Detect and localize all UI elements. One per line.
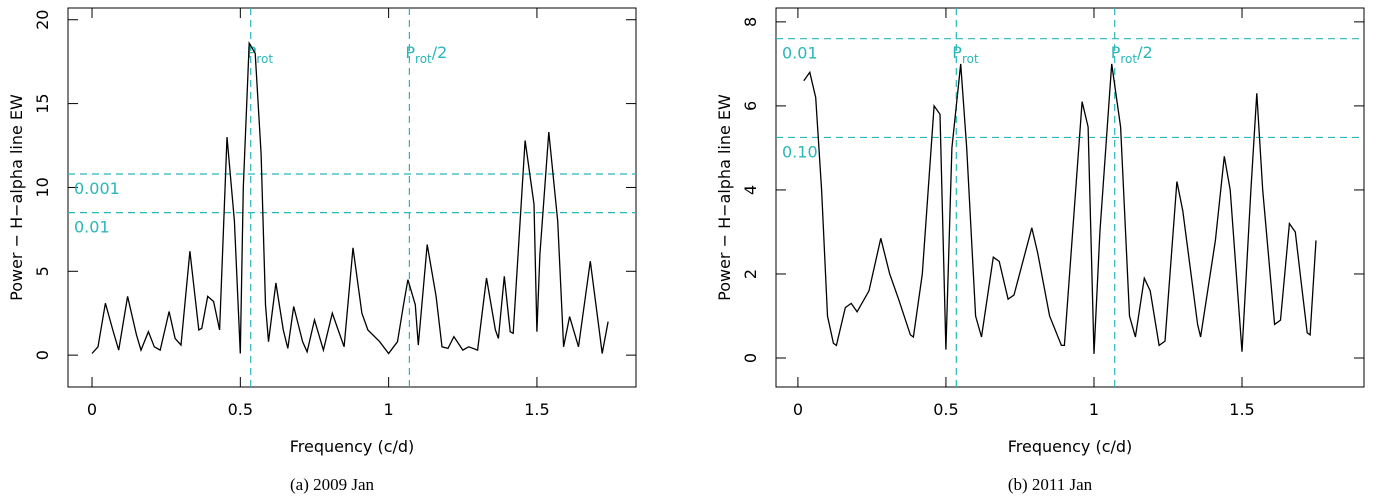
period-suffix: /2 bbox=[1137, 43, 1153, 62]
plot-frame bbox=[67, 7, 637, 388]
periodogram-line bbox=[91, 40, 609, 355]
y-tick-label: 0 bbox=[741, 353, 760, 363]
x-tick-label: 1.5 bbox=[1229, 400, 1254, 419]
period-symbol: P bbox=[952, 43, 962, 62]
period-label: Prot bbox=[247, 43, 274, 66]
x-tick-label: 0 bbox=[87, 400, 97, 419]
y-tick-label: 2 bbox=[741, 269, 760, 279]
x-tick-label: 0.5 bbox=[933, 400, 958, 419]
x-tick-label: 1 bbox=[384, 400, 394, 419]
period-label: Prot/2 bbox=[1111, 43, 1153, 66]
period-symbol: P bbox=[1111, 43, 1121, 62]
x-tick-label: 1.5 bbox=[524, 400, 549, 419]
period-subscript: rot bbox=[256, 52, 273, 66]
period-label: Prot/2 bbox=[405, 43, 447, 66]
x-axis-label: Frequency (c/d) bbox=[290, 437, 415, 456]
period-label: Prot bbox=[952, 43, 979, 66]
x-tick-label: 0.5 bbox=[228, 400, 253, 419]
y-tick-label: 10 bbox=[33, 177, 52, 197]
period-suffix: /2 bbox=[432, 43, 448, 62]
periodogram-line bbox=[803, 63, 1317, 354]
y-tick-label: 8 bbox=[741, 17, 760, 27]
significance-label: 0.001 bbox=[74, 179, 120, 198]
caption: (b) 2011 Jan bbox=[1008, 475, 1093, 494]
period-symbol: P bbox=[405, 43, 415, 62]
y-axis-label: Power − H−alpha line EW bbox=[7, 94, 26, 301]
y-tick-label: 0 bbox=[33, 350, 52, 360]
y-tick-label: 20 bbox=[33, 10, 52, 30]
period-symbol: P bbox=[247, 43, 257, 62]
y-tick-label: 6 bbox=[741, 101, 760, 111]
significance-label: 0.01 bbox=[782, 44, 818, 63]
x-tick-label: 1 bbox=[1089, 400, 1099, 419]
y-tick-label: 4 bbox=[741, 185, 760, 195]
x-axis-label: Frequency (c/d) bbox=[1008, 437, 1133, 456]
x-tick-label: 0 bbox=[793, 400, 803, 419]
caption: (a) 2009 Jan bbox=[290, 475, 375, 494]
significance-label: 0.10 bbox=[782, 142, 818, 161]
significance-label: 0.01 bbox=[74, 218, 110, 237]
period-subscript: rot bbox=[415, 52, 432, 66]
plot-frame bbox=[775, 7, 1365, 388]
y-tick-label: 15 bbox=[33, 93, 52, 113]
period-subscript: rot bbox=[1120, 52, 1137, 66]
period-subscript: rot bbox=[962, 52, 979, 66]
y-tick-label: 5 bbox=[33, 266, 52, 276]
y-axis-label: Power − H−alpha line EW bbox=[715, 94, 734, 301]
